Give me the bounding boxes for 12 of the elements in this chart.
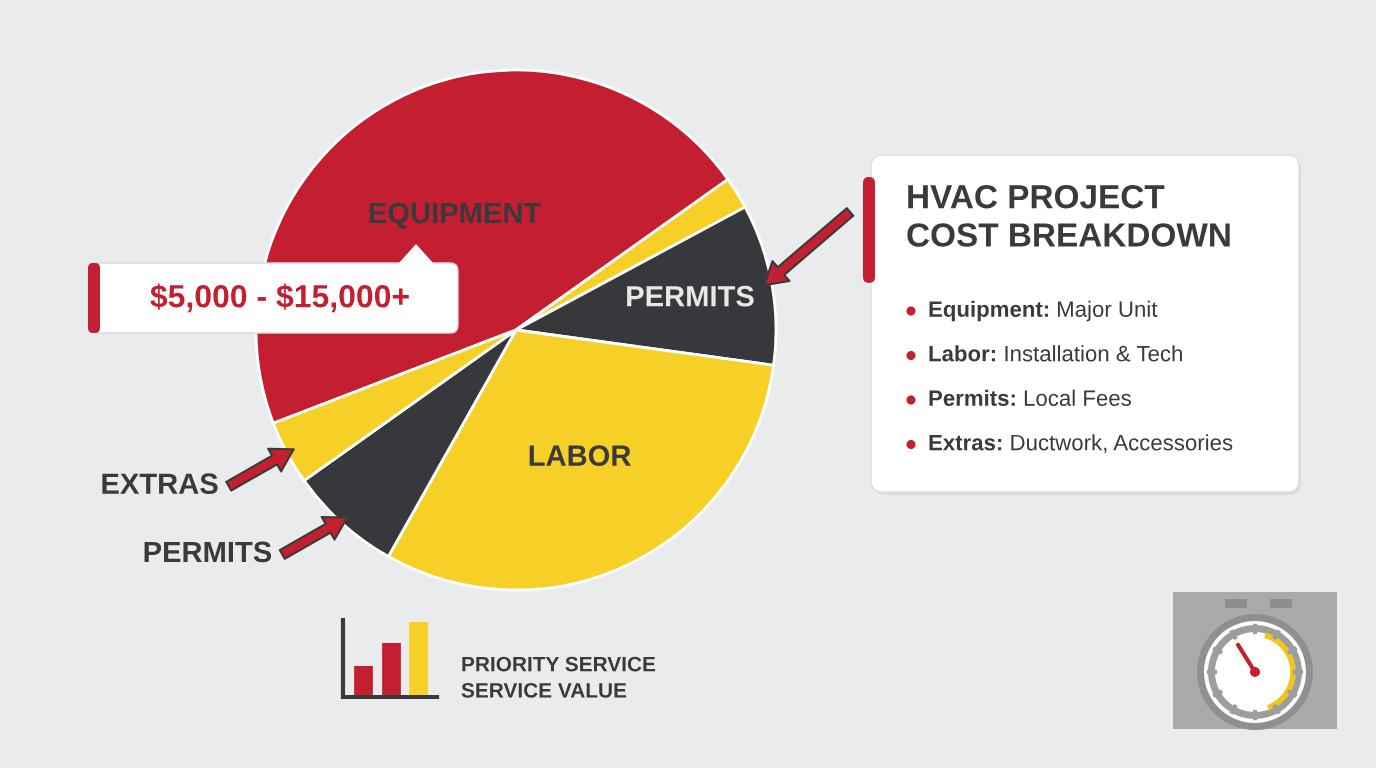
- text: Equipment: Major Unit: [929, 300, 1158, 322]
- text: PRIORITY SERVICE SERVICE VALUE: [461, 656, 656, 698]
- slice-label: LABOR: [529, 445, 631, 466]
- slice-label: EQUIPMENT: [369, 202, 541, 229]
- text: $5,000 - $15,000+: [150, 283, 409, 313]
- slice-label: EXTRAS: [102, 473, 218, 495]
- text: HVAC PROJECT COST BREAKDOWN: [907, 184, 1230, 247]
- slice-label: PERMITS: [627, 285, 754, 307]
- text: Permits: Local Fees: [929, 389, 1131, 406]
- text: Extras: Ductwork, Accessories: [929, 434, 1233, 454]
- slice-label: PERMITS: [144, 541, 272, 563]
- text: Labor: Installation & Tech: [929, 345, 1182, 362]
